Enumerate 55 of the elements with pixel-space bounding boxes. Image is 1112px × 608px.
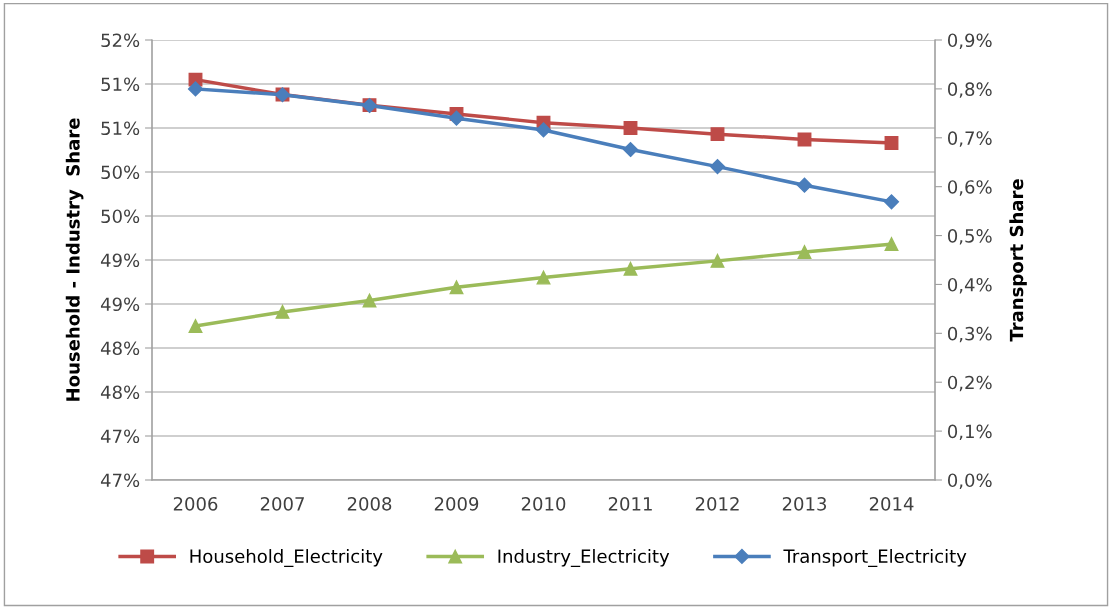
y2-tick-label: 0,4% [948,277,992,294]
y-tick-label: 51% [101,77,140,92]
y-tick-label: 48% [100,385,140,400]
point [883,194,900,210]
y-tick-label: 50% [101,165,140,180]
y-tick-label: 49% [100,297,140,312]
x-tick-label: 2008 [347,496,392,511]
legend-label: Industry_Electricity [498,549,670,568]
y2-tick-label: 0,5% [948,229,992,245]
y-tick-label: 47% [100,473,140,488]
x-tick-label: 2014 [869,496,914,511]
y2-tick-label: 0,7% [948,131,992,147]
y2-tick-label: 0,9% [948,33,992,49]
point [884,136,899,150]
x-tick-label: 2009 [434,496,479,511]
y2-axis-title: Transport Share [1009,179,1027,342]
point [275,304,290,319]
legend-label: Household_Electricity [190,549,383,568]
point [535,122,552,138]
point [797,245,812,260]
x-tick-label: 2013 [782,496,827,511]
point [622,141,639,158]
point [797,132,812,147]
point [188,319,203,333]
legend-label: Transport_Electricity [783,549,967,568]
x-tick-label: 2007 [260,496,304,511]
point [448,110,465,126]
y2-tick-label: 0,6% [948,180,992,196]
y-tick-label: 52% [101,33,140,48]
y-tick-label: 49% [100,253,140,268]
point [884,237,899,252]
point [536,270,551,285]
y-tick-label: 48% [100,341,140,356]
y-tick-label: 51% [101,121,140,136]
y-tick-label: 50% [101,209,140,224]
point [710,253,725,268]
x-tick-label: 2011 [608,496,652,511]
y2-tick-label: 0,3% [948,326,992,343]
point [710,127,725,142]
point [623,261,638,276]
point [449,280,464,295]
y2-tick-label: 0,0% [948,473,992,489]
x-tick-label: 2010 [521,496,566,511]
x-tick-label: 2012 [695,496,739,511]
point [187,81,204,97]
point [709,159,726,175]
point [796,177,813,193]
y2-tick-label: 0,1% [948,424,992,441]
y-tick-label: 47% [100,429,140,444]
y2-tick-label: 0,2% [948,375,992,392]
x-tick-label: 2006 [173,496,218,511]
point [362,293,377,308]
point [623,121,638,135]
y2-tick-label: 0,8% [948,82,992,98]
y-axis-title: Household - Industry Share [65,118,84,401]
